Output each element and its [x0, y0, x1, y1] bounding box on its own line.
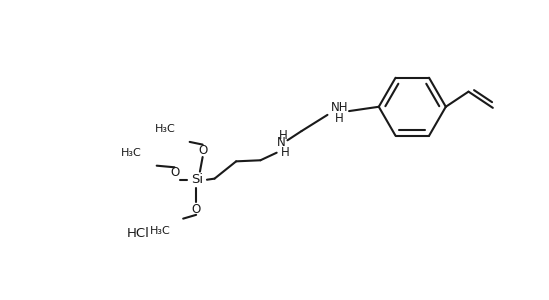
Text: H: H — [281, 146, 290, 159]
Text: H₃C: H₃C — [121, 148, 142, 158]
Text: O: O — [170, 166, 179, 179]
Text: H: H — [335, 112, 344, 124]
Text: H: H — [279, 129, 288, 142]
Text: N: N — [277, 136, 285, 149]
Text: HCl: HCl — [126, 227, 149, 240]
Text: H₃C: H₃C — [155, 124, 176, 134]
Text: H₃C: H₃C — [150, 226, 171, 236]
Text: O: O — [192, 203, 201, 216]
Text: NH: NH — [330, 101, 348, 114]
Text: O: O — [198, 143, 208, 157]
Text: Si: Si — [191, 173, 203, 186]
